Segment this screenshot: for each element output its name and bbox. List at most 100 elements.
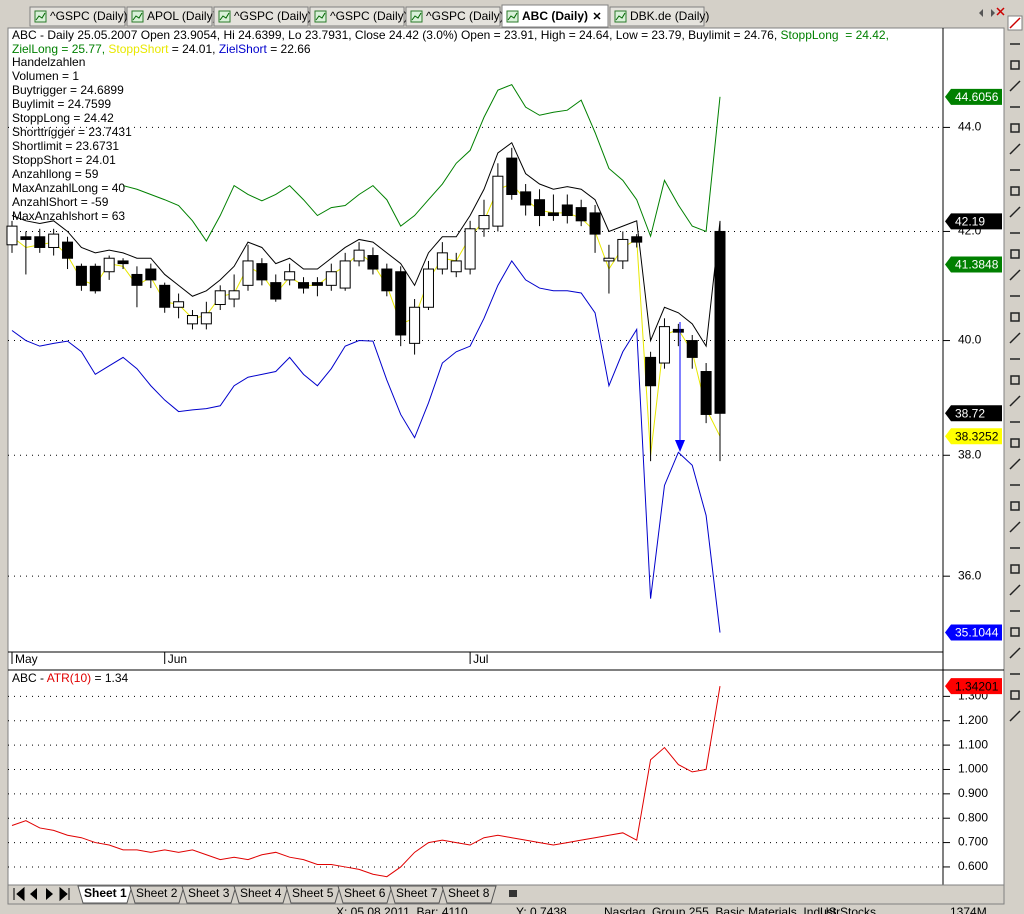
sheet-tab-bg[interactable] xyxy=(181,885,237,904)
tool-button[interactable] xyxy=(1008,646,1022,660)
tool-button[interactable] xyxy=(1008,268,1022,282)
tool-button[interactable] xyxy=(1008,142,1022,156)
sheet-tab-label[interactable]: Sheet 1 xyxy=(84,886,127,900)
sheet-tab-label[interactable]: Sheet 4 xyxy=(240,886,282,900)
status-group: X: 05.08.2011, Bar: 4110 Y: 0.7438 Nasdaq,… xyxy=(336,905,987,914)
tab-label[interactable]: ^GSPC (Daily) xyxy=(426,9,504,23)
sheet-tab[interactable]: Sheet 1 xyxy=(77,885,133,904)
sheet-tab-label[interactable]: Sheet 5 xyxy=(292,886,334,900)
tab[interactable]: DBK.de (Daily) xyxy=(609,6,709,27)
tool-icon xyxy=(1009,395,1021,407)
sheet-tab[interactable]: Sheet 2 xyxy=(129,885,185,904)
tab[interactable]: ^GSPC (Daily) xyxy=(405,6,504,27)
prev-sheet[interactable] xyxy=(30,888,37,900)
tool-button[interactable] xyxy=(1008,625,1022,639)
tool-button[interactable] xyxy=(1008,520,1022,534)
tool-button[interactable] xyxy=(1008,205,1022,219)
tab-close[interactable] xyxy=(593,12,601,20)
tool-button[interactable] xyxy=(1008,352,1022,366)
tab[interactable]: ^GSPC (Daily) xyxy=(309,6,408,27)
sheet-tab[interactable]: Sheet 5 xyxy=(285,885,341,904)
tool-button[interactable] xyxy=(1008,667,1022,681)
tab-bg[interactable] xyxy=(609,6,705,27)
tool-button[interactable] xyxy=(1008,331,1022,345)
sheet-tab-label[interactable]: Sheet 7 xyxy=(396,886,438,900)
sheet-tab[interactable]: Sheet 7 xyxy=(389,885,445,904)
value-marker-label: 38.72 xyxy=(955,406,985,420)
candle-body xyxy=(20,236,32,240)
tool-button[interactable] xyxy=(1008,100,1022,114)
tab-scroll[interactable] xyxy=(979,9,995,17)
tool-button[interactable] xyxy=(1008,163,1022,177)
sheet-tab[interactable]: Sheet 4 xyxy=(233,885,289,904)
sheet-tab-bg[interactable] xyxy=(129,885,185,904)
candle-body xyxy=(270,282,282,300)
tool-button[interactable] xyxy=(1008,415,1022,429)
tool-button[interactable] xyxy=(1008,37,1022,51)
tool-button[interactable] xyxy=(1008,247,1022,261)
sheet-tab-bg[interactable] xyxy=(233,885,289,904)
tool-button[interactable] xyxy=(1008,121,1022,135)
tool-button[interactable] xyxy=(1008,499,1022,513)
tab[interactable]: APOL (Daily) xyxy=(126,6,217,27)
tool-button[interactable] xyxy=(1008,688,1022,702)
lock-icon[interactable] xyxy=(509,890,517,897)
tool-button[interactable] xyxy=(1008,583,1022,597)
sheet-tab[interactable]: Sheet 3 xyxy=(181,885,237,904)
last-sheet[interactable] xyxy=(59,886,70,902)
tab-bg[interactable] xyxy=(126,6,213,27)
sheet-tab-label[interactable]: Sheet 8 xyxy=(448,886,490,900)
tool-button[interactable] xyxy=(1008,457,1022,471)
tool-button[interactable] xyxy=(1008,289,1022,303)
tool-button[interactable] xyxy=(1008,184,1022,198)
tool-button[interactable] xyxy=(1008,562,1022,576)
tab-label[interactable]: DBK.de (Daily) xyxy=(630,9,709,23)
tab-bg[interactable] xyxy=(213,6,309,27)
sheet-tab-bg[interactable] xyxy=(285,885,341,904)
sheet-tab-bg[interactable] xyxy=(337,885,393,904)
tab-label[interactable]: APOL (Daily) xyxy=(147,9,217,23)
close-window[interactable] xyxy=(996,7,1005,16)
tab-label[interactable]: ^GSPC (Daily) xyxy=(50,9,128,23)
tool-button[interactable] xyxy=(1008,394,1022,408)
sheet-tab-label[interactable]: Sheet 6 xyxy=(344,886,386,900)
tool-button[interactable] xyxy=(1008,709,1022,723)
tab[interactable]: ^GSPC (Daily) xyxy=(213,6,312,27)
tab-icon-line xyxy=(35,12,46,21)
tool-button[interactable] xyxy=(1007,15,1023,31)
tool-button[interactable] xyxy=(1008,604,1022,618)
tab-label[interactable]: ^GSPC (Daily) xyxy=(330,9,408,23)
candle-body xyxy=(284,271,296,281)
tab[interactable]: ABC (Daily) xyxy=(501,4,609,28)
sheet-tab[interactable]: Sheet 8 xyxy=(441,885,497,904)
candle-body xyxy=(589,212,601,235)
tab-label[interactable]: ABC (Daily) xyxy=(522,9,588,23)
candle-body xyxy=(89,265,101,292)
tab-bg[interactable] xyxy=(309,6,405,27)
tool-button[interactable] xyxy=(1008,541,1022,555)
sheet-tab-label[interactable]: Sheet 3 xyxy=(188,886,230,900)
sheet-tab-bg[interactable] xyxy=(441,885,497,904)
y-tick-label: 40.0 xyxy=(958,333,982,347)
tab-bg[interactable] xyxy=(405,6,501,27)
tool-button[interactable] xyxy=(1008,478,1022,492)
tool-icon xyxy=(1009,143,1021,155)
tab-label[interactable]: ^GSPC (Daily) xyxy=(234,9,312,23)
tool-button[interactable] xyxy=(1008,79,1022,93)
tool-button[interactable] xyxy=(1008,373,1022,387)
sheet-tab-label[interactable]: Sheet 2 xyxy=(136,886,178,900)
sheet-tab[interactable]: Sheet 6 xyxy=(337,885,393,904)
tool-button[interactable] xyxy=(1008,226,1022,240)
first-sheet[interactable] xyxy=(13,886,25,902)
sheet-tab-bg[interactable] xyxy=(77,885,133,904)
tool-button[interactable] xyxy=(1008,310,1022,324)
sheet-tab-bg[interactable] xyxy=(389,885,445,904)
next-sheet[interactable] xyxy=(46,888,53,900)
tab-bg[interactable] xyxy=(29,6,126,27)
tool-icon xyxy=(1010,564,1020,574)
tool-button[interactable] xyxy=(1008,436,1022,450)
tab-bg[interactable] xyxy=(501,4,609,28)
candle-body xyxy=(6,225,18,246)
tab[interactable]: ^GSPC (Daily) xyxy=(29,6,128,27)
tool-button[interactable] xyxy=(1008,58,1022,72)
